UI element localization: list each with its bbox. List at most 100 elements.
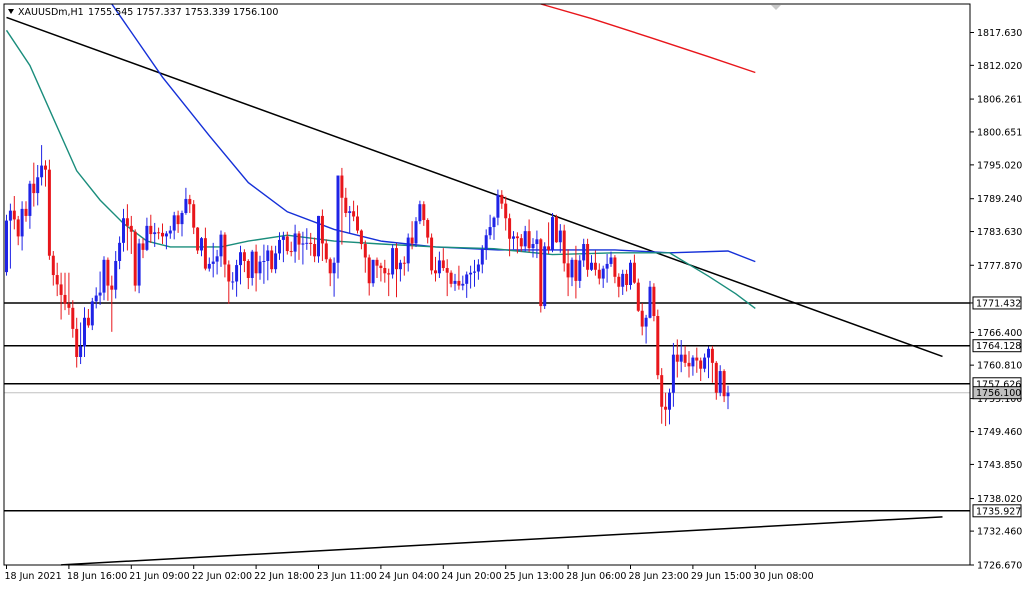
candle xyxy=(16,215,20,246)
candle xyxy=(613,255,617,284)
candle-body xyxy=(441,260,445,269)
candle-body xyxy=(348,211,352,213)
candle-body xyxy=(539,239,543,307)
candle-body xyxy=(383,268,387,274)
candle xyxy=(59,272,63,320)
candle xyxy=(703,353,707,373)
candle xyxy=(422,201,426,226)
candle-body xyxy=(395,248,398,270)
candle xyxy=(398,259,402,282)
candle-body xyxy=(636,282,640,311)
candle-body xyxy=(133,231,137,286)
candle xyxy=(324,239,328,263)
x-tick-label: 28 Jun 23:00 xyxy=(629,571,689,582)
candle-body xyxy=(418,204,422,222)
candle xyxy=(36,164,40,206)
candle xyxy=(122,208,125,252)
candle-body xyxy=(24,208,28,216)
candle xyxy=(605,253,609,283)
candle-body xyxy=(574,259,578,281)
candle-body xyxy=(379,265,383,269)
candle xyxy=(539,238,543,313)
candle xyxy=(235,259,239,297)
candle xyxy=(363,240,367,273)
candle-body xyxy=(157,232,161,234)
candle xyxy=(484,229,488,260)
candle xyxy=(695,347,699,373)
candle-body xyxy=(671,354,675,393)
candle-body xyxy=(40,165,44,178)
candle xyxy=(79,322,83,365)
candle-body xyxy=(145,225,149,250)
candle xyxy=(83,307,86,358)
candle-body xyxy=(445,268,449,273)
candle-body xyxy=(12,210,16,220)
candle xyxy=(281,231,285,263)
x-tick-label: 21 Jun 09:00 xyxy=(129,571,189,582)
candle-body xyxy=(664,406,668,410)
candle xyxy=(644,314,648,344)
symbol-menu-icon[interactable] xyxy=(8,9,14,14)
candle xyxy=(168,225,172,239)
candle-body xyxy=(289,251,293,253)
trendline-ascending[interactable] xyxy=(61,516,943,566)
candle-body xyxy=(90,301,94,326)
candle xyxy=(597,263,601,285)
candle xyxy=(223,232,227,278)
candle-body xyxy=(683,354,687,363)
candle-body xyxy=(16,219,20,237)
candle xyxy=(114,251,118,299)
candle xyxy=(258,255,262,280)
candle xyxy=(270,245,274,273)
candle-body xyxy=(188,198,192,205)
x-tick-label: 25 Jun 13:00 xyxy=(504,571,564,582)
candle xyxy=(488,214,492,240)
candle-body xyxy=(488,227,492,236)
y-tick-label: 1789.240 xyxy=(977,194,1022,205)
candle-body xyxy=(340,175,344,198)
candle xyxy=(219,230,223,267)
candle-body xyxy=(51,255,55,276)
candle-body xyxy=(668,392,671,410)
candle xyxy=(250,249,254,286)
y-tick-label: 1812.020 xyxy=(977,61,1022,72)
price-badge xyxy=(972,296,1022,310)
candle-body xyxy=(20,208,24,237)
candle-body xyxy=(617,276,621,287)
candle xyxy=(75,317,79,368)
x-tick-label: 23 Jun 11:00 xyxy=(317,571,377,582)
candle-body xyxy=(219,234,223,257)
y-tick-label: 1800.651 xyxy=(977,127,1022,138)
scroll-shift-icon[interactable] xyxy=(771,5,781,10)
candle xyxy=(133,229,137,292)
candle-body xyxy=(371,259,375,284)
candle-body xyxy=(239,252,242,266)
candle xyxy=(196,227,200,254)
candle-body xyxy=(597,269,601,279)
candle xyxy=(305,228,309,250)
candle-body xyxy=(426,220,430,238)
candle xyxy=(176,210,180,233)
candle xyxy=(578,255,582,288)
candle-body xyxy=(172,215,176,231)
trendline-descending[interactable] xyxy=(6,16,943,358)
candle xyxy=(164,231,168,250)
candle xyxy=(629,259,632,290)
candle-body xyxy=(437,260,441,274)
candle xyxy=(687,351,691,378)
candle-body xyxy=(508,218,512,239)
candle-body xyxy=(398,262,402,270)
candle xyxy=(356,205,359,234)
candle-body xyxy=(59,284,63,295)
candle-body xyxy=(32,183,36,194)
candle-body xyxy=(149,225,153,235)
candle xyxy=(125,204,129,251)
candle xyxy=(192,200,196,235)
candle-body xyxy=(363,244,367,258)
candle-body xyxy=(515,236,519,239)
candle xyxy=(671,342,675,407)
y-tick-label: 1749.460 xyxy=(977,427,1022,438)
candle-body xyxy=(258,261,262,274)
price-badge-label: 1764.128 xyxy=(976,341,1021,352)
